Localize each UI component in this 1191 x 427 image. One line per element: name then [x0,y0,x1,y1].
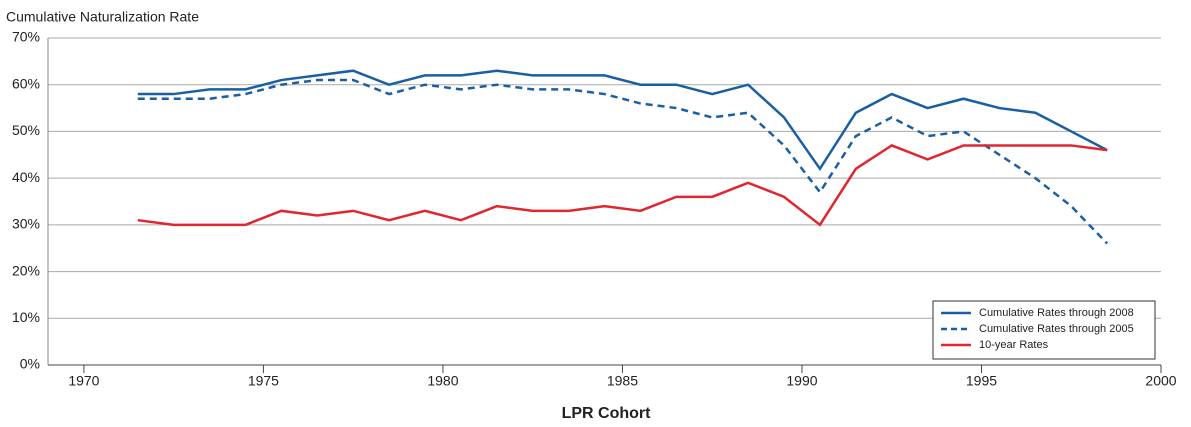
legend-label: 10-year Rates [979,339,1049,351]
x-tick-label: 1990 [786,373,817,389]
legend-label: Cumulative Rates through 2005 [979,323,1134,335]
legend-box [932,300,1156,360]
x-tick-label: 1985 [607,373,638,389]
chart-title: Cumulative Naturalization Rate [6,9,199,25]
y-tick-label: 10% [12,309,40,325]
x-tick-label: 2000 [1145,373,1176,389]
series-line [137,78,1109,245]
y-tick-label: 60% [12,75,40,91]
legend: Cumulative Rates through 2008 Cumulative … [932,300,1156,360]
x-tick-label: 1995 [966,373,997,389]
y-tick-label: 70% [12,29,40,45]
x-tick-label: 1980 [427,373,458,389]
y-tick-label: 0% [20,356,40,372]
y-tick-label: 20% [12,262,40,278]
y-tick-label: 30% [12,216,40,232]
series-line [137,69,1108,172]
y-tick-label: 40% [12,169,40,185]
x-tick-label: 1975 [248,373,279,389]
x-axis-label: LPR Cohort [562,405,652,422]
x-tick-label: 1970 [68,373,99,389]
series-line [137,144,1108,227]
y-tick-label: 50% [12,122,40,138]
legend-label: Cumulative Rates through 2008 [979,307,1134,319]
